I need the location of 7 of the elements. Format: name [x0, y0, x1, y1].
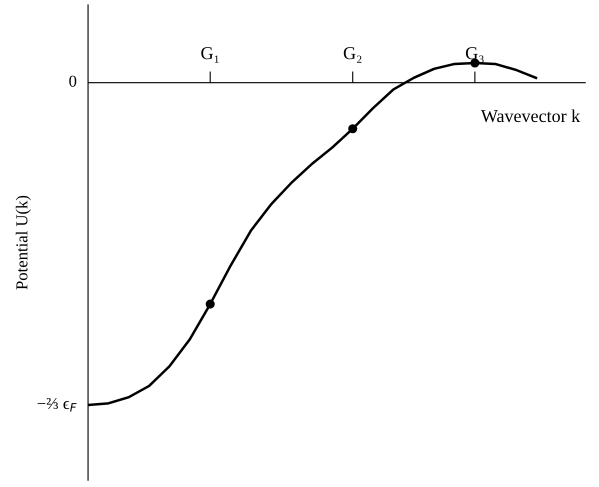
- text: −⅔ ϵ$_{F}$: [38, 398, 77, 412]
- x-tick-label: G₁: [201, 47, 219, 63]
- y-axis-title: Potential U(k): [16, 196, 31, 290]
- x-axis-title: Wavevector k: [480, 109, 580, 122]
- x-tick-label: G₂: [344, 47, 362, 63]
- x-tick-label: G₃: [466, 47, 484, 63]
- text: 0: [69, 76, 76, 87]
